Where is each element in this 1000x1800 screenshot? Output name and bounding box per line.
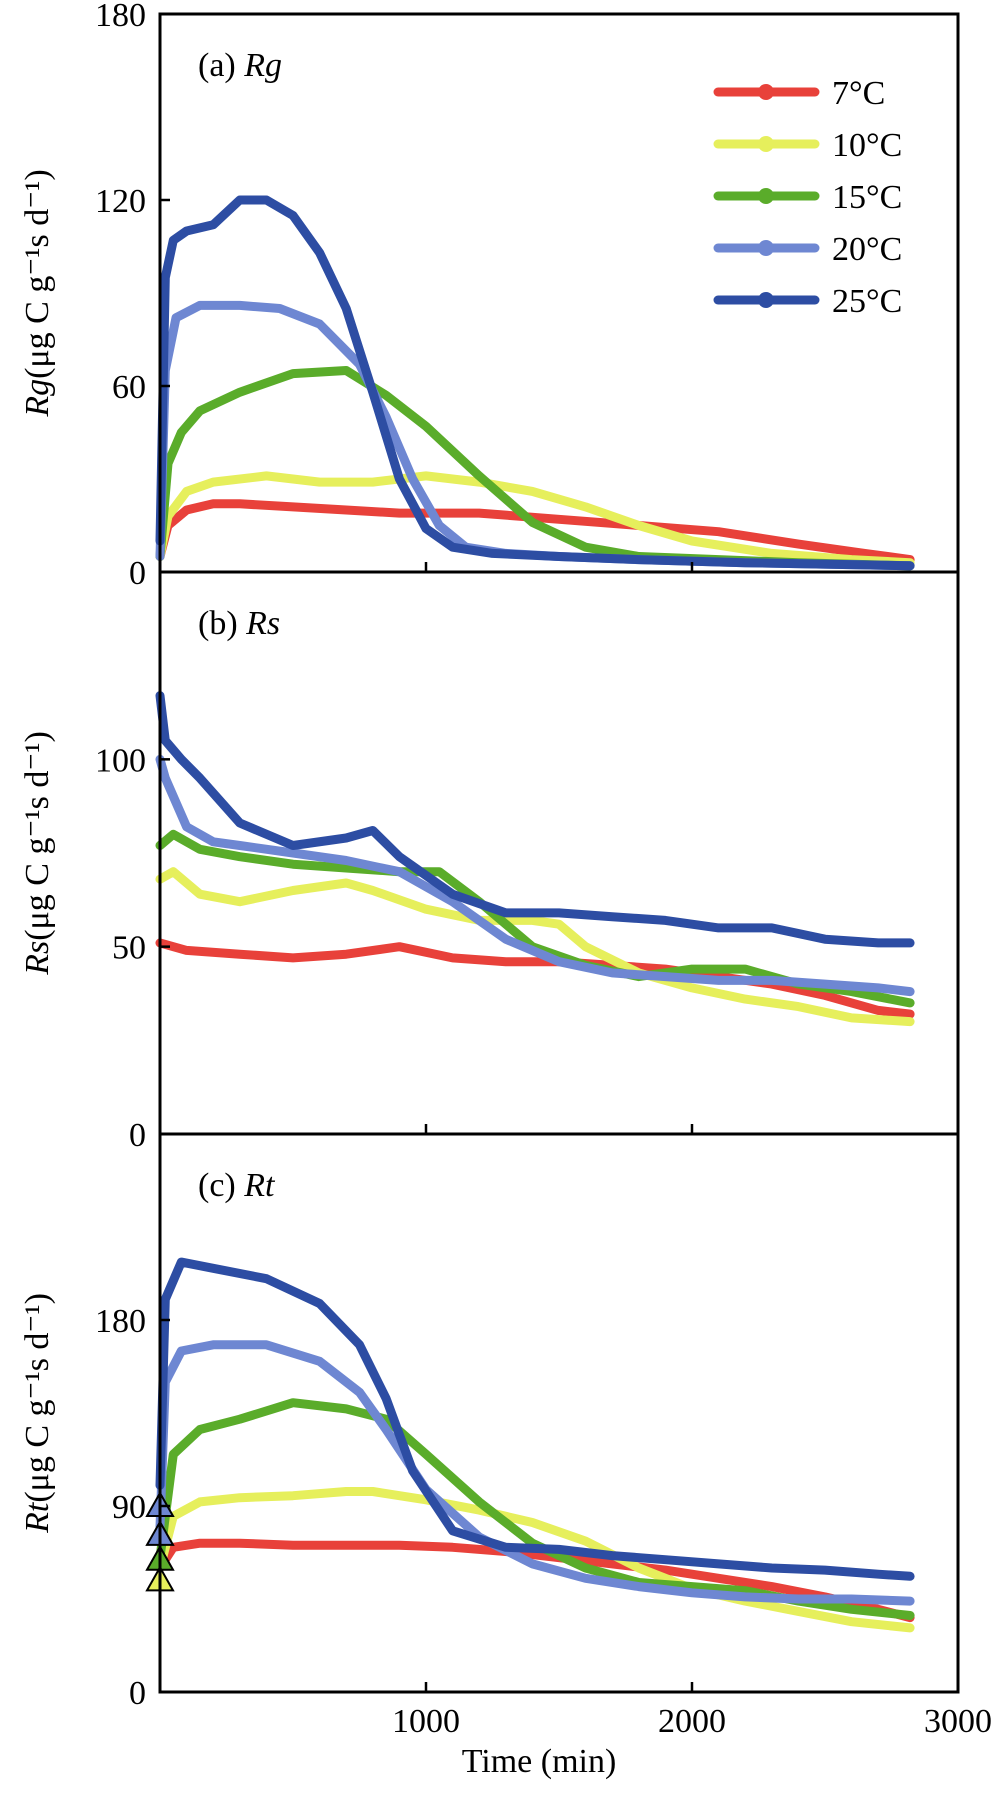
y-tick-label: 120	[95, 183, 146, 220]
x-tick-label: 3000	[924, 1703, 992, 1740]
legend-marker	[758, 292, 774, 308]
legend-marker	[758, 136, 774, 152]
x-axis-title: Time (min)	[462, 1743, 617, 1780]
panel-label: (b) Rs	[198, 605, 280, 642]
series-line-15°C	[155, 1398, 915, 1620]
legend-marker	[758, 188, 774, 204]
x-tick-label: 1000	[392, 1703, 460, 1740]
legend: 7°C 10°C 15°C 20°C 25°C	[713, 75, 902, 320]
legend-label: 25°C	[832, 283, 902, 320]
y-tick-label: 180	[95, 0, 146, 34]
series-line-20°C	[155, 754, 915, 997]
legend-label: 7°C	[832, 75, 885, 112]
y-tick-label: 60	[112, 369, 146, 406]
y-tick-label: 0	[129, 555, 146, 592]
series-line-25°C	[155, 1257, 915, 1581]
legend-label: 15°C	[832, 179, 902, 216]
y-tick-label: 100	[95, 742, 146, 779]
y-axis-title: Rg(μg C g⁻¹s d⁻¹)	[19, 169, 56, 417]
x-tick-label: 2000	[658, 1703, 726, 1740]
plot-frame	[158, 1132, 960, 1694]
y-tick-label: 0	[129, 1675, 146, 1712]
series-line-10°C	[155, 471, 915, 568]
y-tick-label: 50	[112, 930, 146, 967]
legend-marker	[758, 240, 774, 256]
series-line-10°C	[155, 1487, 915, 1633]
series-line-25°C	[155, 691, 915, 948]
panels: 0 60 120 180 (a) Rg Rg(μg C g⁻¹s d⁻¹) 7°C 10°C 1…	[19, 0, 992, 1780]
y-tick-label: 90	[112, 1489, 146, 1526]
y-axis-title: Rt(μg C g⁻¹s d⁻¹)	[19, 1293, 56, 1534]
panel-3: 0 90 180 1000 2000 3000 Time (min) (c) Rt Rt(μg …	[19, 1132, 992, 1780]
series-line-25°C	[155, 195, 915, 571]
y-tick-label: 180	[95, 1303, 146, 1340]
series-line-7°C	[155, 1538, 915, 1623]
y-axis-title: Rs(μg C g⁻¹s d⁻¹)	[19, 731, 56, 976]
legend-marker	[758, 84, 774, 100]
panel-1: 0 60 120 180 (a) Rg Rg(μg C g⁻¹s d⁻¹) 7°C 10°C 1…	[19, 0, 960, 592]
panel-label: (c) Rt	[198, 1167, 276, 1204]
series-line-7°C	[155, 499, 915, 565]
panel-2: 0 50 100 (b) Rs Rs(μg C g⁻¹s d⁻¹)	[19, 570, 960, 1154]
legend-label: 10°C	[832, 127, 902, 164]
y-tick-label: 0	[129, 1117, 146, 1154]
panel-label: (a) Rg	[198, 47, 282, 84]
series-line-15°C	[155, 366, 915, 571]
legend-label: 20°C	[832, 231, 902, 268]
series-line-20°C	[155, 1340, 915, 1606]
series-line-7°C	[155, 938, 915, 1019]
